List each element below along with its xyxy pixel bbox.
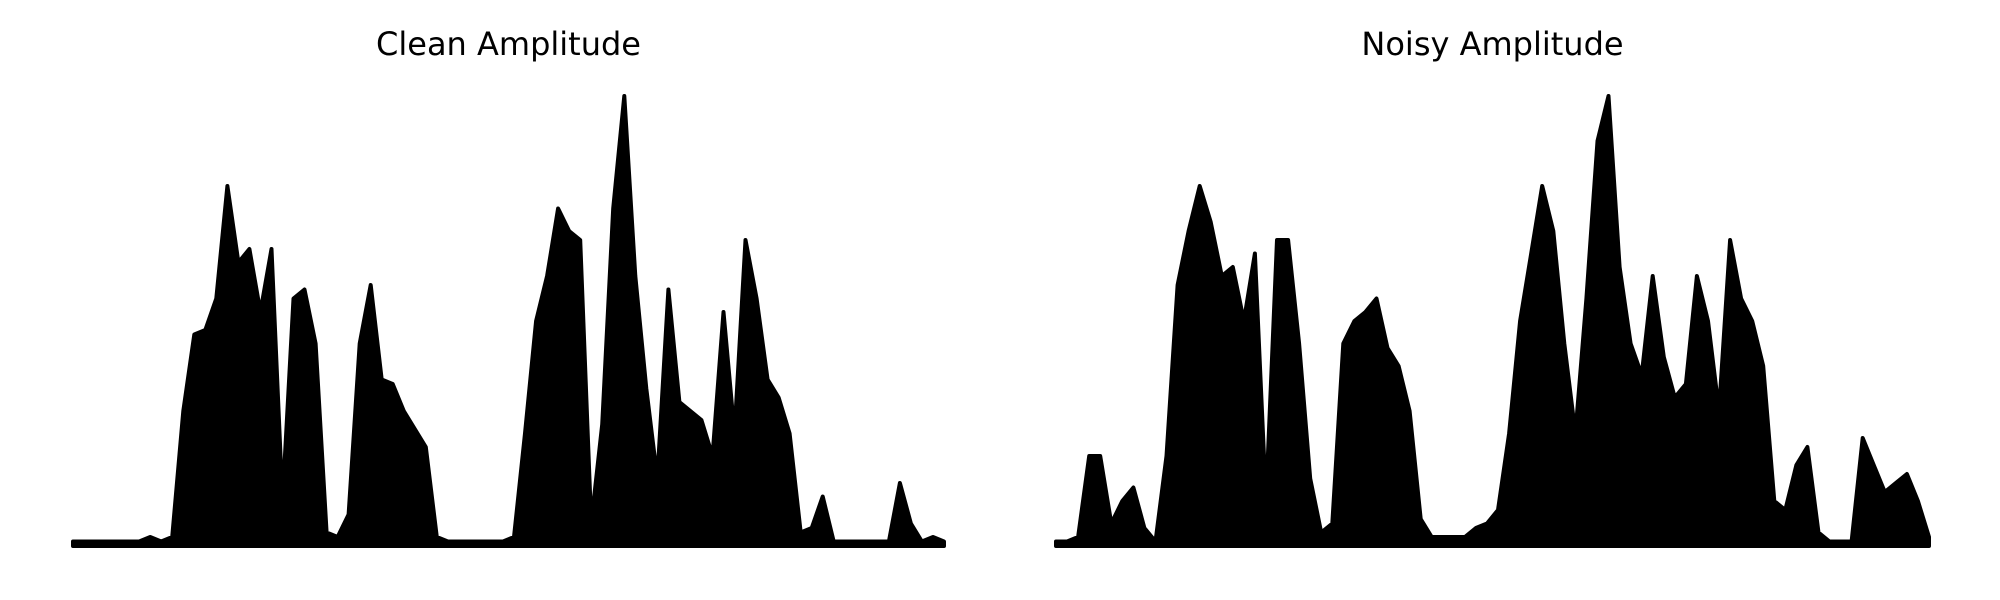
chart-title: Clean Amplitude bbox=[376, 25, 641, 63]
amplitude-area bbox=[71, 94, 946, 548]
chart-title: Noisy Amplitude bbox=[1361, 25, 1623, 63]
amplitude-area bbox=[1054, 94, 1931, 548]
